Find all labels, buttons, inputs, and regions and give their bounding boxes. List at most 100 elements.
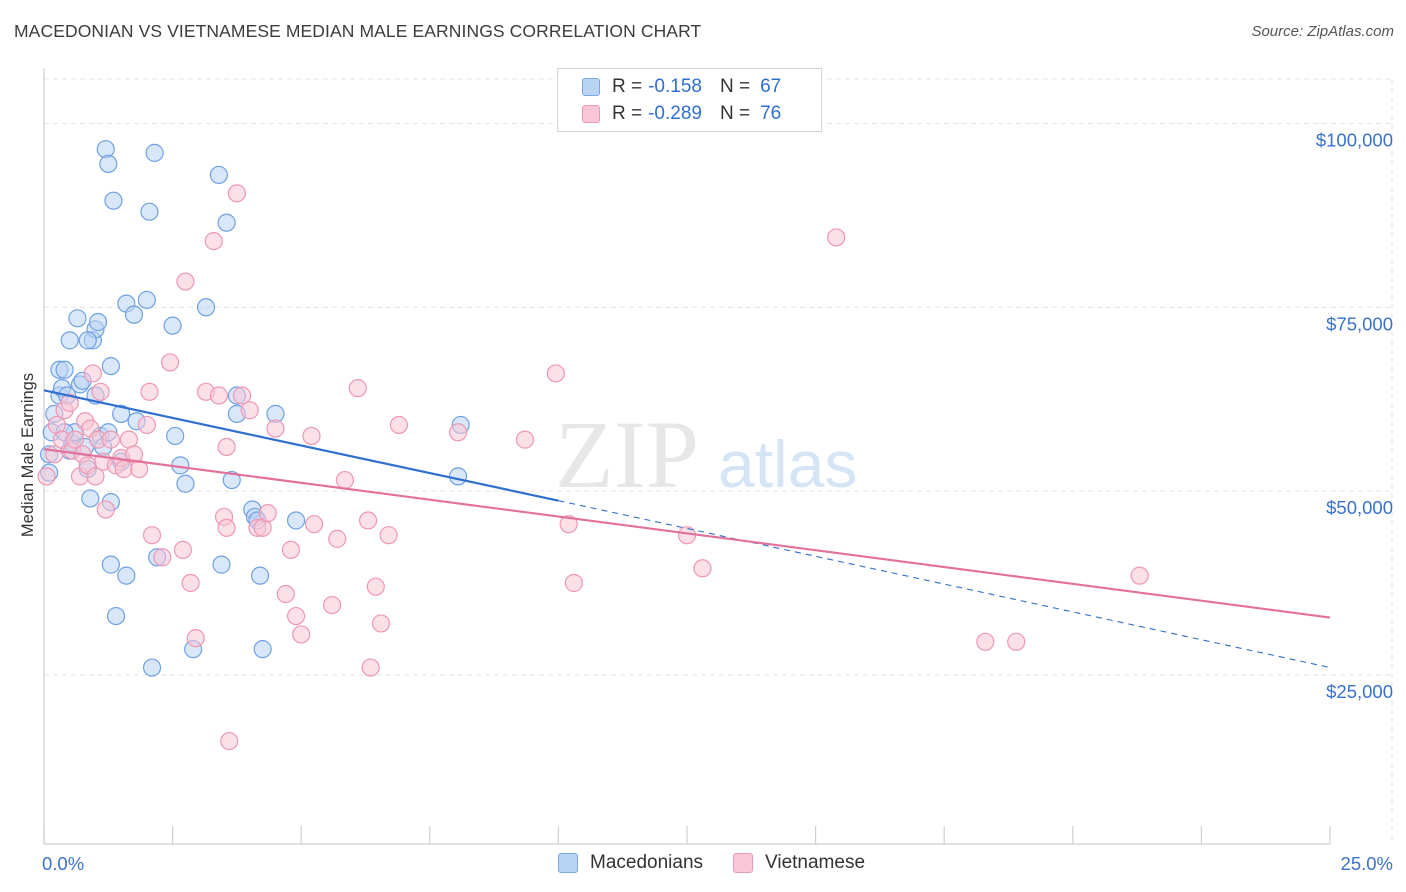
vietnamese-point xyxy=(1007,632,1026,651)
macedonian-point xyxy=(137,290,156,310)
macedonian-point xyxy=(209,165,228,185)
macedonian-point xyxy=(101,356,120,376)
y-tick-label: $25,000 xyxy=(1326,681,1393,702)
macedonian-point xyxy=(286,511,306,530)
vietnamese-point xyxy=(153,548,172,567)
vietnamese-point xyxy=(60,393,79,412)
vietnamese-point xyxy=(515,430,535,449)
source-label: Source: ZipAtlas.com xyxy=(1251,23,1394,40)
macedonian-point xyxy=(78,331,97,350)
legend-r-label: R = xyxy=(612,76,643,97)
macedonian-point xyxy=(55,360,74,379)
macedonian-point xyxy=(81,489,100,508)
legend-label-vietnamese: Vietnamese xyxy=(765,852,866,873)
vietnamese-point xyxy=(240,401,259,420)
vietnamese-point xyxy=(276,584,295,604)
vietnamese-point xyxy=(286,606,306,626)
watermark-atlas: atlas xyxy=(718,427,857,501)
vietnamese-point xyxy=(220,731,239,751)
trend-layer xyxy=(43,389,1331,669)
vietnamese-point xyxy=(559,515,578,534)
vietnamese-point xyxy=(292,625,311,644)
vietnamese-point xyxy=(976,632,995,651)
vietnamese-point xyxy=(83,364,102,383)
legend-swatch-pink xyxy=(582,105,600,123)
vietnamese-point xyxy=(227,184,246,203)
legend-n-value: 67 xyxy=(760,76,782,97)
grid-layer xyxy=(44,78,1393,844)
legend-item-vietnamese[interactable]: Vietnamese xyxy=(733,852,865,874)
legend-r-value: -0.158 xyxy=(648,76,702,97)
legend-r-value: -0.289 xyxy=(648,103,702,124)
chart-title: MACEDONIAN VS VIETNAMESE MEDIAN MALE EAR… xyxy=(14,21,702,41)
macedonian-point xyxy=(60,331,79,350)
vietnamese-point xyxy=(564,573,583,593)
legend-item-macedonians[interactable]: Macedonians xyxy=(558,852,703,874)
vietnamese-trend-line xyxy=(43,448,1331,619)
macedonian-point xyxy=(222,470,241,490)
y-tick-label: $100,000 xyxy=(1316,129,1393,150)
vietnamese-point xyxy=(232,386,252,405)
vietnamese-point xyxy=(389,415,409,435)
vietnamese-point xyxy=(371,614,391,633)
macedonian-point xyxy=(112,404,131,423)
macedonian-point xyxy=(140,202,159,221)
macedonian-point xyxy=(212,555,231,574)
vietnamese-point xyxy=(693,559,712,578)
watermark: ZIP atlas xyxy=(555,401,857,508)
y-axis-label: Median Male Earnings xyxy=(19,373,37,537)
macedonian-trend-line xyxy=(43,389,559,502)
vietnamese-point xyxy=(114,459,133,479)
vietnamese-point xyxy=(361,658,380,677)
vietnamese-point xyxy=(379,526,398,545)
vietnamese-point xyxy=(65,430,84,449)
macedonian-point xyxy=(88,312,108,332)
legend-n-value: 76 xyxy=(760,103,782,124)
legend-swatch-blue xyxy=(582,78,600,96)
macedonian-point xyxy=(117,566,136,585)
y-tick-label: $50,000 xyxy=(1326,497,1393,518)
vietnamese-point xyxy=(96,500,115,519)
macedonian-point xyxy=(96,140,115,159)
vietnamese-point xyxy=(217,518,236,537)
legend-swatch-blue xyxy=(558,853,578,873)
macedonian-point xyxy=(196,298,216,317)
macedonian-point xyxy=(217,213,236,232)
series-legend: Macedonians Vietnamese xyxy=(558,852,895,874)
macedonian-point xyxy=(166,426,185,446)
points-layer xyxy=(37,140,1149,751)
macedonian-point xyxy=(68,309,87,328)
vietnamese-point xyxy=(137,415,156,435)
vietnamese-point xyxy=(142,526,162,545)
y-tick-label: $75,000 xyxy=(1326,313,1393,334)
vietnamese-point xyxy=(448,423,468,442)
vietnamese-point xyxy=(258,504,277,523)
vietnamese-point xyxy=(366,577,385,596)
vietnamese-point xyxy=(546,364,565,383)
legend-n-label: N = xyxy=(719,103,751,124)
legend-row-vietnamese: R = -0.289 N = 76 xyxy=(582,102,781,126)
vietnamese-point xyxy=(204,232,223,251)
vietnamese-point xyxy=(86,467,105,486)
vietnamese-point xyxy=(186,629,205,648)
vietnamese-point xyxy=(140,382,159,401)
vietnamese-point xyxy=(173,540,192,560)
macedonian-point xyxy=(250,566,270,585)
macedonian-point xyxy=(101,555,120,574)
vietnamese-point xyxy=(91,382,110,401)
vietnamese-point xyxy=(176,272,195,291)
legend-label-macedonians: Macedonians xyxy=(590,852,704,873)
watermark-zip: ZIP xyxy=(555,401,699,508)
x-tick-label-min: 0.0% xyxy=(42,853,84,874)
macedonian-point xyxy=(176,474,195,493)
vietnamese-point xyxy=(160,353,180,372)
axis-labels: $25,000 $50,000 $75,000 $100,000 0.0% 25.0% xyxy=(42,129,1393,874)
macedonian-point xyxy=(106,606,126,626)
vietnamese-point xyxy=(209,386,228,405)
legend-r-label: R = xyxy=(612,103,643,124)
x-tick-label-max: 25.0% xyxy=(1341,853,1393,874)
macedonian-point xyxy=(104,191,123,210)
vietnamese-point xyxy=(335,470,355,490)
vietnamese-point xyxy=(1130,566,1149,585)
